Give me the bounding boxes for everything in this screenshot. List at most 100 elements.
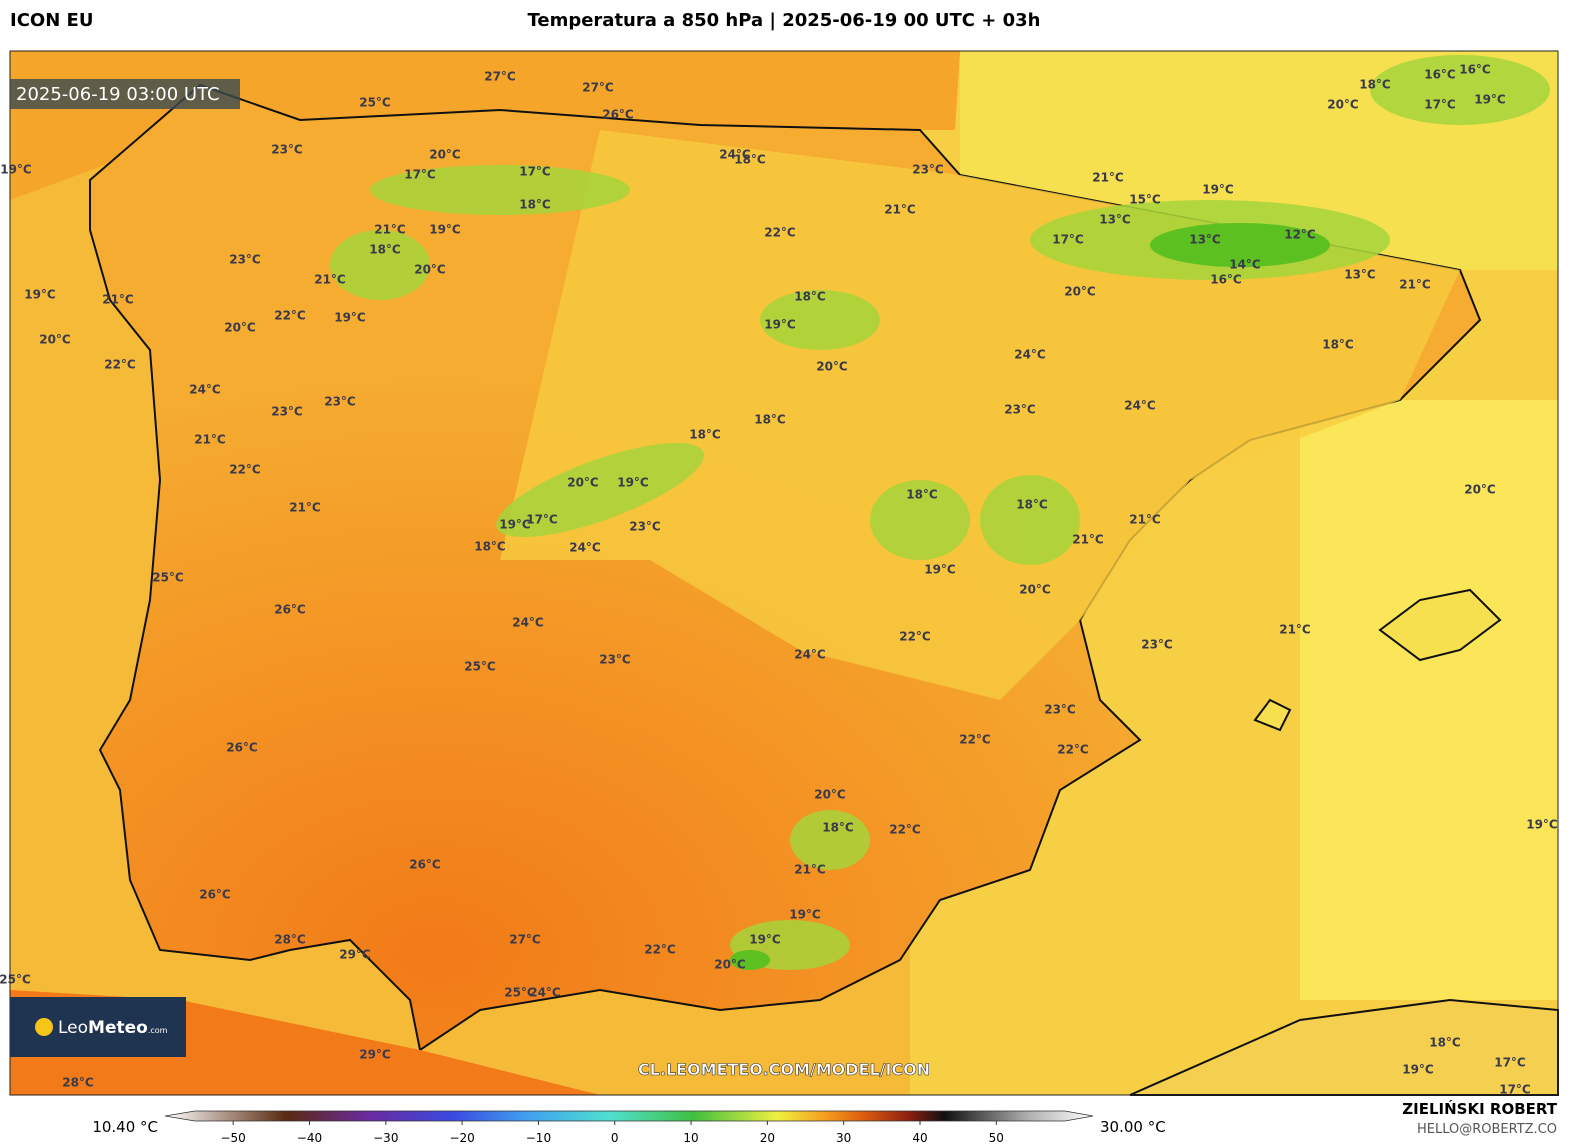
map-area: 27°C27°C25°C26°C23°C17°C 17°C18°C24°C23°C… (0, 50, 1559, 1097)
contour-label: 19°C (1526, 818, 1558, 832)
contour-label: 20°C (1064, 285, 1096, 299)
contour-label: 21°C (1092, 171, 1124, 185)
map-title: Temperatura a 850 hPa | 2025-06-19 00 UT… (527, 10, 1040, 31)
contour-label: 26°C (409, 858, 441, 872)
contour-label: 18°C (1322, 338, 1354, 352)
contour-label: 27°C (484, 70, 516, 84)
contour-label: 20°C (1464, 483, 1496, 497)
contour-label: 19°C (0, 163, 32, 177)
contour-label: 18°C (1359, 78, 1391, 92)
contour-label: 21°C (1072, 533, 1104, 547)
contour-label: 22°C (1057, 743, 1089, 757)
logo-part: .com (148, 1026, 168, 1035)
contour-label: 13°C (1099, 213, 1131, 227)
contour-label: 22°C (104, 358, 136, 372)
colorbar-tick-label: −10 (526, 1131, 551, 1145)
contour-label: 12°C (1284, 228, 1316, 242)
contour-label: 21°C (102, 293, 134, 307)
logo: LeoMeteo.com (58, 1018, 168, 1038)
contour-label: 15°C (1129, 193, 1161, 207)
contour-label: 17°C (526, 513, 558, 527)
contour-label: 24°C (189, 383, 221, 397)
contour-label: 25°C (504, 986, 536, 1000)
max-label: 30.00 °C (1100, 1118, 1166, 1136)
contour-label: 22°C (229, 463, 261, 477)
contour-label: 28°C (274, 933, 306, 947)
contour-label: 21°C (794, 863, 826, 877)
contour-label: 24°C (569, 541, 601, 555)
contour-label: 29°C (359, 1048, 391, 1062)
contour-label: 22°C (644, 943, 676, 957)
contour-label: 26°C (199, 888, 231, 902)
contour-label: 19°C (924, 563, 956, 577)
contour-label: 16°C (1210, 273, 1242, 287)
contour-label: 17°C (1499, 1083, 1531, 1097)
contour-label: 28°C (62, 1076, 94, 1090)
contour-label: 25°C (359, 96, 391, 110)
contour-label: 20°C (414, 263, 446, 277)
contour-label: 19°C (789, 908, 821, 922)
colorbar-tick-label: 40 (912, 1131, 927, 1145)
colorbar-tick-label: −30 (373, 1131, 398, 1145)
contour-label: 23°C (1044, 703, 1076, 717)
contour-label: 19°C (429, 223, 461, 237)
contour-label: 20°C (224, 321, 256, 335)
contour-label: 20°C (1019, 583, 1051, 597)
contour-label: 24°C (719, 148, 751, 162)
contour-label: 19°C (334, 311, 366, 325)
contour-label: 23°C (1004, 403, 1036, 417)
contour-label: 20°C (714, 958, 746, 972)
contour-label: 13°C (1189, 233, 1221, 247)
contour-label: 18°C (822, 821, 854, 835)
author: ZIELIŃSKI ROBERT (1402, 1099, 1557, 1118)
contour-label: 27°C (582, 81, 614, 95)
contour-label: 29°C (339, 948, 371, 962)
contour-label: 26°C (274, 603, 306, 617)
colorbar-tick-label: −40 (297, 1131, 322, 1145)
contour-label: 26°C (602, 108, 634, 122)
contour-label: 24°C (512, 616, 544, 630)
contour-label: 19°C (24, 288, 56, 302)
contour-label: 23°C (1141, 638, 1173, 652)
contour-label: 18°C (734, 153, 766, 167)
colorbar-tick-label: 10 (683, 1131, 698, 1145)
colorbar-tick-label: 50 (989, 1131, 1004, 1145)
contour-label: 20°C (567, 476, 599, 490)
map-frame (9, 50, 1559, 1096)
contour-label: 18°C (369, 243, 401, 257)
contour-label: 17°C (1494, 1056, 1526, 1070)
contour-label: 27°C (509, 933, 541, 947)
contour-label: 23°C (229, 253, 261, 267)
contour-label: 19°C (764, 318, 796, 332)
contour-label: 25°C (152, 571, 184, 585)
watermark: CL.LEOMETEO.COM/MODEL/ICON (638, 1060, 930, 1079)
logo-sun (35, 1018, 53, 1036)
contour-label: 25°C (464, 660, 496, 674)
contour-label: 20°C (39, 333, 71, 347)
contour-label: 19°C (617, 476, 649, 490)
colorbar-tick-label: −20 (449, 1131, 474, 1145)
contour-label: 19°C (1402, 1063, 1434, 1077)
contour-label: 21°C (1279, 623, 1311, 637)
contour-label: 20°C (429, 148, 461, 162)
contour-label: 20°C (814, 788, 846, 802)
contour-label: 24°C (1014, 348, 1046, 362)
contour-label: 22°C (274, 309, 306, 323)
contour-label: 19°C (749, 933, 781, 947)
min-label: 10.40 °C (92, 1118, 158, 1136)
contour-label: 18°C (519, 198, 551, 212)
contour-label: 22°C (899, 630, 931, 644)
contour-label: 18°C (794, 290, 826, 304)
contour-label: 23°C (912, 163, 944, 177)
logo-part: Meteo (88, 1018, 148, 1038)
contour-label: 22°C (764, 226, 796, 240)
contour-label: 21°C (1129, 513, 1161, 527)
contour-label: 21°C (374, 223, 406, 237)
contour-label: 13°C (1344, 268, 1376, 282)
contour-label: 22°C (959, 733, 991, 747)
contour-label: 20°C (1327, 98, 1359, 112)
coldest-zones (730, 223, 1330, 970)
model-name: ICON EU (10, 10, 93, 31)
contour-label: 21°C (289, 501, 321, 515)
contour-label: 22°C (889, 823, 921, 837)
